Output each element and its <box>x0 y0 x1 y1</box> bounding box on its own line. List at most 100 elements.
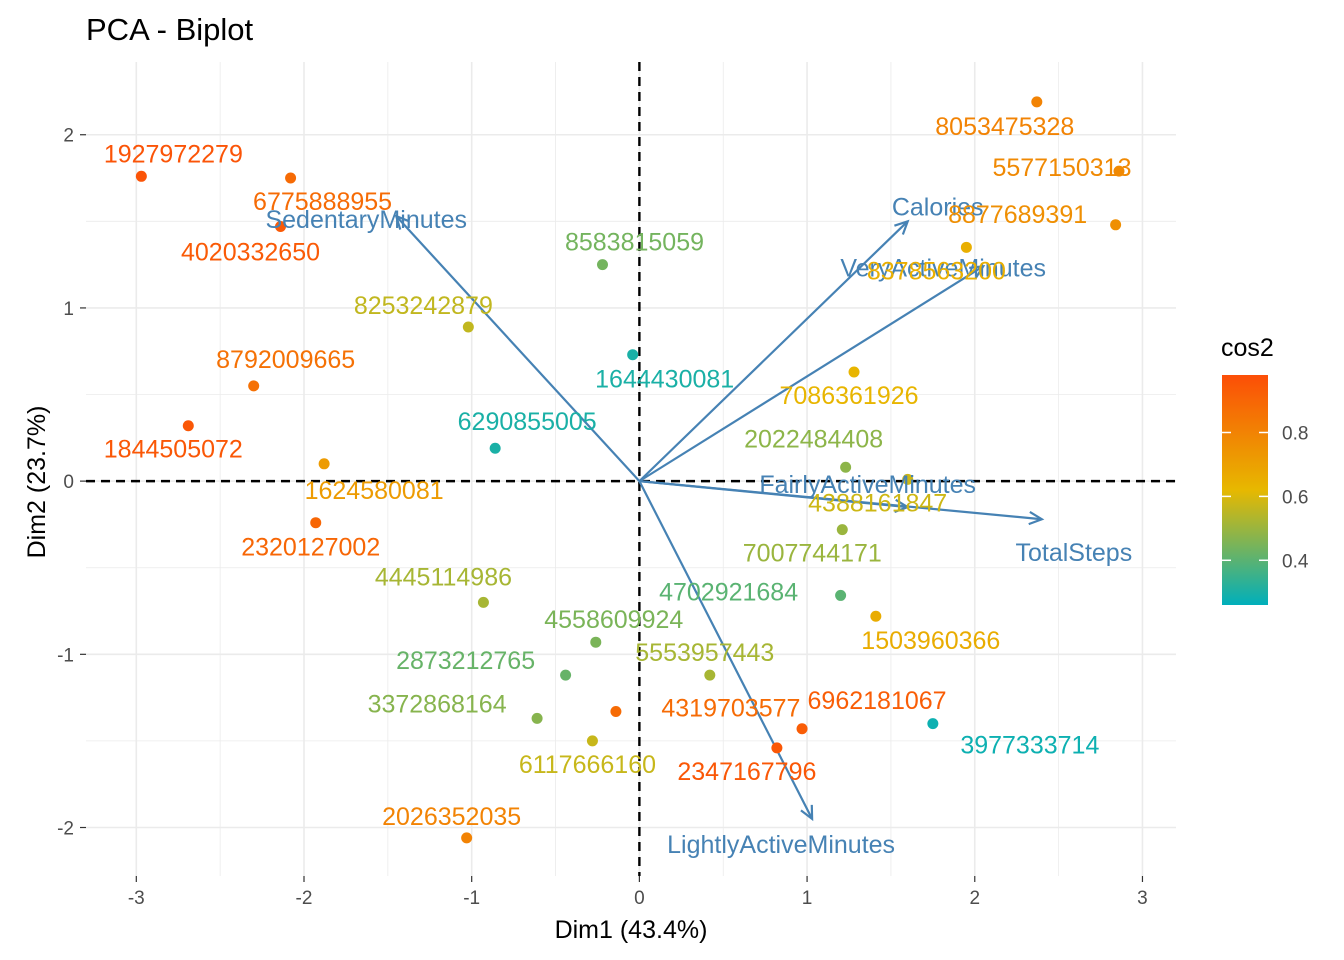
individual-point <box>596 259 608 271</box>
point-label: 7007744171 <box>743 540 882 568</box>
point-label: 6290855005 <box>458 408 597 436</box>
individual-point <box>835 589 847 601</box>
x-tick-label: 1 <box>802 888 813 909</box>
y-tick-label: -2 <box>57 819 74 840</box>
individual-point <box>1031 96 1043 108</box>
y-tick-label: 1 <box>63 299 74 320</box>
point-label: 4558609924 <box>544 606 683 634</box>
variable-arrow <box>395 215 641 482</box>
cos2-legend: cos2 0.4 0.6 0.8 <box>1221 334 1309 605</box>
individual-point <box>870 610 882 622</box>
legend-tick-label: 0.4 <box>1282 551 1309 572</box>
variable-label: LightlyActiveMinutes <box>667 831 895 859</box>
individual-point <box>318 458 330 470</box>
individual-point <box>275 221 287 233</box>
variable-label: FairlyActiveMinutes <box>759 471 976 499</box>
individual-point <box>560 669 572 681</box>
grid <box>86 62 1176 876</box>
y-tick-label: 2 <box>63 126 74 147</box>
variable-label: TotalSteps <box>1015 539 1132 567</box>
x-tick-label: 2 <box>969 888 980 909</box>
x-tick-label: 3 <box>1137 888 1148 909</box>
individual-point <box>848 366 860 378</box>
variable-arrow <box>639 480 1042 521</box>
individual-point <box>927 718 939 730</box>
individual-point <box>590 636 602 648</box>
reference-lines <box>86 62 1176 876</box>
arrow-head <box>894 219 910 235</box>
point-label: 1503960366 <box>861 627 1000 655</box>
point-label: 4445114986 <box>375 563 512 591</box>
point-label: 8583815059 <box>565 229 704 257</box>
chart-title: PCA - Biplot <box>86 12 254 47</box>
point-label: 4020332650 <box>181 239 320 267</box>
point-label: 2320127002 <box>241 534 380 562</box>
point-label: 2022484408 <box>744 425 883 453</box>
point-label: 6962181067 <box>808 687 947 715</box>
point-label: 1644430081 <box>595 366 734 394</box>
variable-arrows <box>394 214 1045 822</box>
point-label: 1927972279 <box>104 140 243 168</box>
y-axis-title: Dim2 (23.7%) <box>23 406 51 559</box>
individual-point <box>902 473 914 485</box>
point-label: 5553957443 <box>635 639 774 667</box>
individual-point <box>1113 165 1125 177</box>
point-label: 3372868164 <box>368 690 507 718</box>
point-label: 7086361926 <box>780 382 919 410</box>
legend-tick-label: 0.6 <box>1282 487 1308 508</box>
individual-point <box>135 170 147 182</box>
point-label: 8253242879 <box>354 292 493 320</box>
individual-point <box>796 723 808 735</box>
arrow-head <box>394 214 410 230</box>
individual-point <box>310 517 322 529</box>
point-label: 8877689391 <box>948 201 1087 229</box>
point-label: 4388161847 <box>808 489 947 517</box>
x-axis-title: Dim1 (43.4%) <box>555 916 708 944</box>
variable-label: VeryActiveMinutes <box>840 254 1046 282</box>
individual-point <box>836 524 848 536</box>
legend-colorbar <box>1222 375 1268 605</box>
legend-tick-label: 0.8 <box>1282 424 1308 445</box>
variable-arrow <box>638 480 814 820</box>
variable-arrow <box>638 265 984 483</box>
axis-ticks: -3 -2 -1 0 1 2 3 -2 -1 0 1 2 <box>57 126 1148 909</box>
individual-point <box>960 241 972 253</box>
point-label: 2873212765 <box>396 647 535 675</box>
plot-panel <box>86 62 1176 876</box>
point-label: 5577150313 <box>992 154 1131 182</box>
individual-point <box>489 442 501 454</box>
x-tick-label: -3 <box>128 888 145 909</box>
individual-point <box>531 712 543 724</box>
individual-point <box>771 742 783 754</box>
individual-point <box>586 735 598 747</box>
point-label: 2347167796 <box>677 758 816 786</box>
point-label: 4702921684 <box>659 578 798 606</box>
point-label: 3977333714 <box>960 732 1099 760</box>
variable-arrow <box>638 220 909 482</box>
arrow-head <box>800 804 814 822</box>
x-tick-label: -1 <box>463 888 480 909</box>
y-tick-label: -1 <box>57 645 74 666</box>
individual-point <box>462 321 474 333</box>
individual-point <box>840 461 852 473</box>
point-label: 4319703577 <box>661 694 800 722</box>
variable-label: SedentaryMinutes <box>265 206 467 234</box>
point-labels: SedentaryMinutes Calories VeryActiveMinute… <box>104 113 1132 859</box>
legend-ticks: 0.4 0.6 0.8 <box>1222 424 1309 572</box>
legend-title: cos2 <box>1221 334 1274 362</box>
individual-points <box>135 96 1125 844</box>
point-label: 6775888955 <box>253 188 392 216</box>
individual-point <box>704 669 716 681</box>
point-label: 8053475328 <box>935 113 1074 141</box>
point-label: 8378563200 <box>867 257 1006 285</box>
individual-point <box>477 596 489 608</box>
x-tick-label: 0 <box>634 888 645 909</box>
individual-point <box>1110 219 1122 231</box>
arrow-head <box>969 265 986 279</box>
individual-point <box>627 349 639 361</box>
point-label: 1844505072 <box>104 436 243 464</box>
individual-point <box>610 705 622 717</box>
point-label: 8792009665 <box>216 346 355 374</box>
point-label: 6117666160 <box>519 751 656 779</box>
